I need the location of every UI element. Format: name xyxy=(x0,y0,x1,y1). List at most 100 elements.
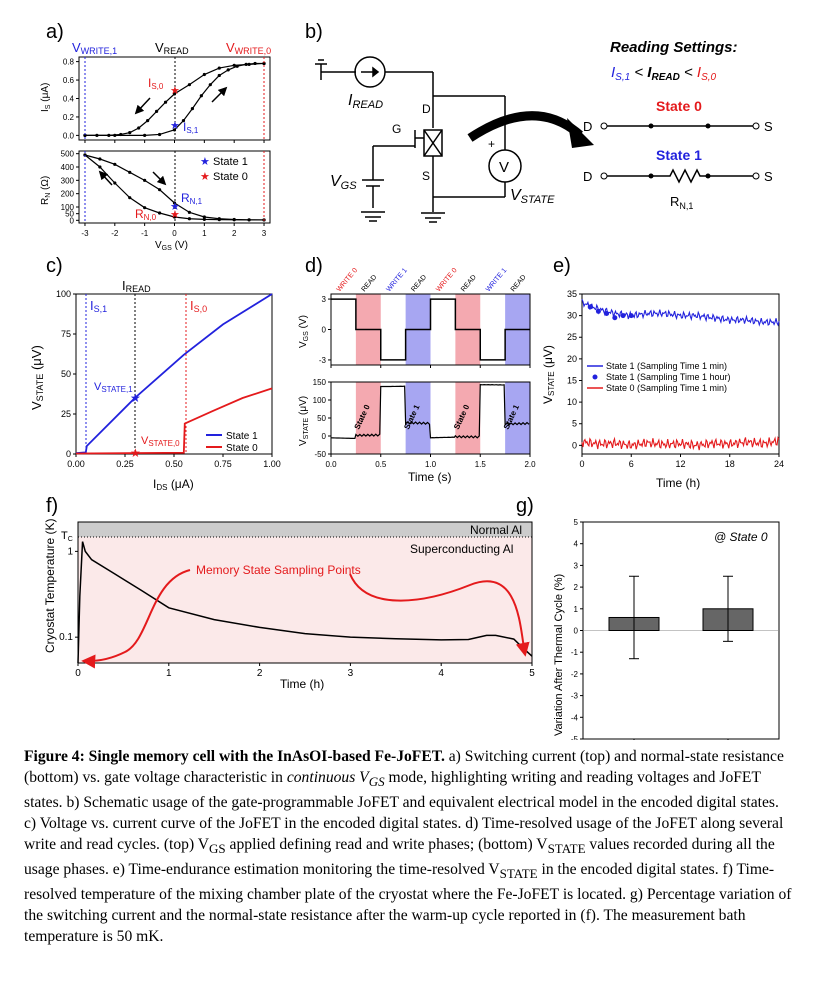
state0-d: D xyxy=(583,119,592,134)
a-top-point xyxy=(232,63,236,67)
x-tick-label: 0 xyxy=(172,229,177,238)
f-ylabel: Cryostat Temperature (K) xyxy=(43,519,57,654)
d-phase-label: READ xyxy=(510,274,528,293)
c-series-state0 xyxy=(75,387,273,455)
node-s: S xyxy=(422,169,430,183)
node-d: D xyxy=(422,102,431,116)
d-read-band-bottom xyxy=(355,382,381,454)
d-phase-label: WRITE 1 xyxy=(385,267,409,293)
y-tick-label: 0.4 xyxy=(63,95,75,104)
d-phase-label: WRITE 1 xyxy=(485,267,509,293)
y-tick-label: 5 xyxy=(574,518,579,527)
state1-rn1: RN,1 xyxy=(670,194,693,211)
a-bot-point xyxy=(157,211,162,215)
a-bot-point xyxy=(202,215,206,219)
y-tick-label: 1 xyxy=(574,605,579,614)
legend-state0-star: ★ xyxy=(200,171,210,183)
arrow-r-sweep-down xyxy=(152,171,167,186)
a-top-point xyxy=(244,62,248,66)
y-tick-label: -5 xyxy=(571,735,579,740)
panel-label-a: a) xyxy=(46,21,64,43)
legend-state0: State 0 xyxy=(213,171,248,183)
panel-label-c: c) xyxy=(46,255,63,277)
c-vstate1-label: VSTATE,1 xyxy=(94,381,133,394)
g-annotation: @ State 0 xyxy=(714,530,768,544)
c-vstate1-marker: ★ xyxy=(130,391,141,405)
d-vgs-trace xyxy=(331,298,530,361)
a-top-point xyxy=(202,72,206,77)
e-ylabel: VSTATE (μV) xyxy=(541,345,556,404)
e-hourly-point xyxy=(612,315,618,321)
x-tick-label: 0.75 xyxy=(214,459,232,469)
e-series-state1-min xyxy=(581,299,780,327)
vmeter-plus: + xyxy=(488,137,495,151)
x-tick-label: 0.50 xyxy=(165,459,183,469)
a-top-point xyxy=(217,73,221,78)
chart-c: 0.00 0.25 0.50 0.75 1.00 0 25 50 75 100 IREAD IS,… xyxy=(29,278,281,492)
big-arrow xyxy=(467,111,583,142)
iread-label: IREAD xyxy=(348,92,383,111)
y-tick-label: 35 xyxy=(567,289,577,299)
a-bot-point xyxy=(113,181,117,185)
e-legend-2: State 1 (Sampling Time 1 hour) xyxy=(606,372,731,382)
d-phase-label: READ xyxy=(460,274,478,293)
vstate-label: VSTATE xyxy=(510,187,555,206)
y-tick-label: 200 xyxy=(61,190,75,199)
a-top-point xyxy=(143,133,147,137)
v-read-label: VREAD xyxy=(155,40,189,56)
y-tick-label: 15 xyxy=(567,375,577,385)
x-tick-label: 24 xyxy=(774,459,784,469)
d-read-band-bottom xyxy=(405,382,431,454)
a-top-point xyxy=(253,61,257,66)
c-xlabel: IDS (μA) xyxy=(153,477,194,492)
y-tick-label: 300 xyxy=(61,176,75,185)
a-bot-ylabel: RN (Ω) xyxy=(40,176,52,205)
a-top-point xyxy=(226,68,230,72)
x-tick-label: 0.00 xyxy=(67,459,85,469)
reading-condition: IS,1 < IREAD < IS,0 xyxy=(611,64,717,83)
y-tick-label: 0 xyxy=(322,326,327,335)
d-read-band-bottom xyxy=(455,382,481,454)
d-phase-label: WRITE 0 xyxy=(435,267,459,293)
d-phase-label: WRITE 0 xyxy=(336,267,360,293)
rn1-label: RN,1 xyxy=(181,191,203,206)
a-top-point xyxy=(137,126,141,130)
y-tick-label: 3 xyxy=(574,561,579,570)
e-hourly-point xyxy=(604,310,610,316)
a-top-point xyxy=(157,132,162,137)
vmeter-label: V xyxy=(499,159,509,176)
y-tick-label: 0 xyxy=(66,449,71,459)
c-vstate0-label: VSTATE,0 xyxy=(141,435,180,448)
e-xlabel: Time (h) xyxy=(656,476,700,490)
arrow-r-sweep-up xyxy=(98,170,113,186)
a-bot-point xyxy=(113,162,117,166)
y-tick-label: 500 xyxy=(61,150,75,159)
is1-marker: ★ xyxy=(170,120,180,132)
a-top-ylabel: IS (μA) xyxy=(40,83,52,112)
f-normal-label: Normal Al xyxy=(470,523,522,537)
e-legend-3: State 0 (Sampling Time 1 min) xyxy=(606,383,727,393)
y-tick-label: -1 xyxy=(571,648,579,657)
rn0-label: RN,0 xyxy=(135,207,157,222)
x-tick-label: 0 xyxy=(579,459,584,469)
v-write0-label: VWRITE,0 xyxy=(226,40,271,56)
y-tick-label: 0.1 xyxy=(59,632,73,643)
e-hourly-point xyxy=(628,313,634,319)
rn0-marker: ★ xyxy=(170,209,180,221)
y-tick-label: 10 xyxy=(567,397,577,407)
rn1-marker: ★ xyxy=(170,201,180,213)
a-top-point xyxy=(181,119,186,123)
a-top-point xyxy=(217,66,221,70)
y-tick-label: 2 xyxy=(574,583,579,592)
x-tick-label: 0.5 xyxy=(375,460,387,469)
f-arrow-right xyxy=(349,573,530,657)
x-tick-label: -3 xyxy=(81,229,89,238)
x-tick-label: 12 xyxy=(675,459,685,469)
a-bot-point xyxy=(232,217,236,222)
y-tick-label: 0 xyxy=(70,216,75,225)
x-tick-label: 1 xyxy=(202,229,207,238)
y-tick-label: 400 xyxy=(61,163,75,172)
c-iread-label: IREAD xyxy=(122,278,151,294)
a-top-point xyxy=(199,94,203,98)
